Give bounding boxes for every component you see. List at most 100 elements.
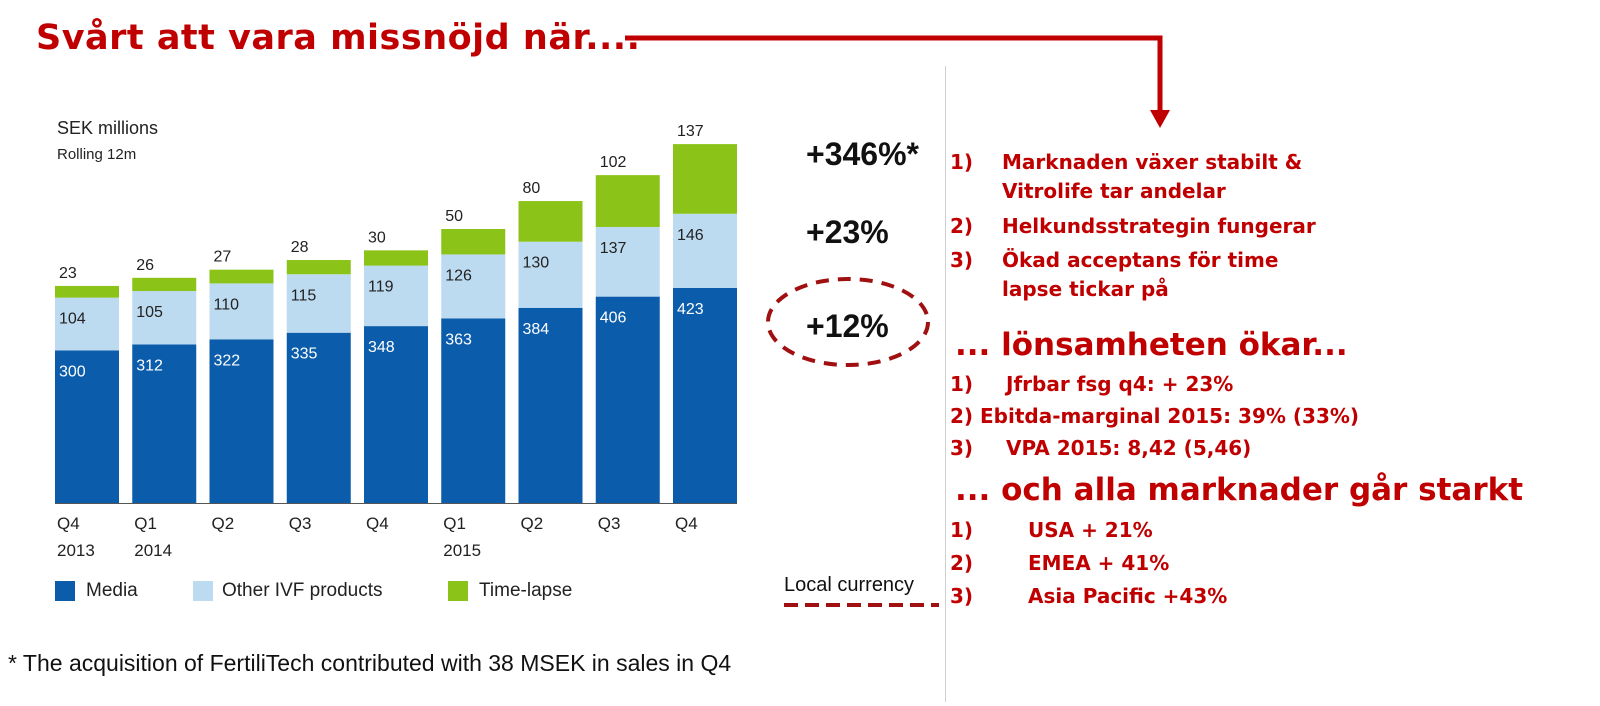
value-label-other-ivf-products-5: 119 — [368, 279, 394, 296]
bar-media-7 — [518, 307, 583, 503]
x-tick-quarter-6: Q1 — [443, 514, 466, 533]
value-label-other-ivf-products-3: 110 — [214, 296, 240, 313]
value-label-media-9: 423 — [677, 301, 704, 318]
bar-other-ivf-products-4 — [286, 274, 351, 333]
value-label-time-lapse-7: 80 — [523, 180, 541, 197]
value-label-media-6: 363 — [445, 331, 472, 348]
x-tick-quarter-2: Q1 — [134, 514, 157, 533]
point2-1-number: 1) — [950, 372, 974, 396]
value-label-time-lapse-9: 137 — [677, 123, 704, 140]
bar-media-6 — [441, 318, 506, 503]
legend-swatch-other-ivf — [193, 581, 213, 601]
point1-1-line2: Vitrolife tar andelar — [1002, 179, 1226, 203]
growth-other-ivf: +23% — [806, 214, 889, 250]
x-tick-quarter-3: Q2 — [212, 514, 235, 533]
legend-label-time-lapse: Time-lapse — [479, 580, 573, 601]
point1-2-line1: Helkundsstrategin fungerar — [1002, 214, 1316, 238]
bar-media-3 — [209, 339, 274, 503]
divider-line — [945, 66, 946, 702]
heading-markets: ... och alla marknader går starkt — [955, 472, 1524, 508]
point3-3-number: 3) — [950, 584, 974, 608]
point1-1-number: 1) — [950, 150, 974, 174]
point2-3-number: 3) — [950, 436, 974, 460]
bar-time-lapse-6 — [441, 229, 506, 255]
value-label-media-3: 322 — [214, 352, 241, 369]
bar-time-lapse-9 — [673, 144, 737, 214]
x-tick-quarter-1: Q4 — [57, 514, 80, 533]
growth-time-lapse: +346%* — [806, 136, 919, 172]
value-label-media-1: 300 — [59, 364, 86, 381]
x-tick-quarter-8: Q3 — [598, 514, 621, 533]
legend-swatch-time-lapse — [448, 581, 468, 601]
bar-other-ivf-products-5 — [364, 265, 428, 327]
chart-period-label: Rolling 12m — [57, 146, 137, 163]
growth-media: +12% — [806, 308, 889, 344]
bar-time-lapse-3 — [209, 269, 274, 284]
headline: Svårt att vara missnöjd när.... — [36, 18, 641, 58]
value-label-time-lapse-3: 27 — [214, 249, 232, 266]
local-currency-label: Local currency — [784, 574, 915, 596]
bar-time-lapse-2 — [132, 277, 197, 292]
point3-3-text: Asia Pacific +43% — [1028, 584, 1228, 608]
point2-1-text: Jfrbar fsg q4: + 23% — [1006, 372, 1234, 396]
legend-swatch-media — [55, 581, 75, 601]
value-label-time-lapse-6: 50 — [445, 208, 463, 225]
value-label-other-ivf-products-9: 146 — [677, 227, 704, 244]
bar-media-9 — [673, 287, 737, 503]
point2-2-number: 2) — [950, 404, 974, 428]
bar-media-1 — [55, 350, 119, 503]
bar-other-ivf-products-2 — [132, 291, 197, 345]
point2-3-text: VPA 2015: 8,42 (5,46) — [1006, 436, 1252, 460]
bar-time-lapse-8 — [595, 175, 660, 227]
x-tick-year-2: 2014 — [134, 541, 172, 560]
bar-time-lapse-7 — [518, 201, 583, 242]
bar-time-lapse-4 — [286, 260, 351, 275]
point3-2-number: 2) — [950, 551, 974, 575]
point1-3-line1: Ökad acceptans för time — [1002, 248, 1279, 272]
value-label-time-lapse-4: 28 — [291, 239, 309, 256]
value-label-media-5: 348 — [368, 339, 395, 356]
point1-1-line1: Marknaden växer stabilt & — [1002, 150, 1303, 174]
bar-time-lapse-5 — [364, 250, 428, 266]
point3-1-number: 1) — [950, 518, 974, 542]
value-label-other-ivf-products-6: 126 — [445, 267, 472, 284]
value-label-other-ivf-products-8: 137 — [600, 240, 627, 257]
footnote: * The acquisition of FertiliTech contrib… — [8, 650, 732, 676]
x-tick-quarter-5: Q4 — [366, 514, 389, 533]
local-currency-underline — [784, 603, 939, 607]
point3-2-text: EMEA + 41% — [1028, 551, 1170, 575]
point1-3-number: 3) — [950, 248, 974, 272]
x-tick-quarter-9: Q4 — [675, 514, 698, 533]
x-tick-year-6: 2015 — [443, 541, 481, 560]
bar-media-4 — [286, 332, 351, 503]
legend-label-other-ivf: Other IVF products — [222, 580, 383, 601]
value-label-other-ivf-products-1: 104 — [59, 311, 86, 328]
value-label-time-lapse-8: 102 — [600, 154, 627, 171]
value-label-time-lapse-2: 26 — [136, 257, 154, 274]
bar-media-2 — [132, 344, 197, 503]
bar-other-ivf-products-6 — [441, 254, 506, 319]
bar-media-5 — [364, 326, 428, 503]
bar-other-ivf-products-7 — [518, 241, 583, 308]
point1-3-line2: lapse tickar på — [1002, 277, 1169, 301]
stacked-bar-chart: 300 104 23 Q4 2013 312 105 26 Q1 2014 322 110 27 Q2 33… — [55, 123, 737, 560]
value-label-other-ivf-products-2: 105 — [136, 304, 163, 321]
bar-other-ivf-products-8 — [595, 226, 660, 297]
point2-2-text: Ebitda-marginal 2015: 39% (33%) — [980, 404, 1360, 428]
value-label-other-ivf-products-7: 130 — [523, 255, 550, 272]
bar-other-ivf-products-3 — [209, 283, 274, 340]
value-label-media-2: 312 — [136, 357, 163, 374]
legend-label-media: Media — [86, 580, 138, 601]
point1-2-number: 2) — [950, 214, 974, 238]
heading-profitability: ... lönsamheten ökar... — [955, 327, 1348, 363]
media-growth-highlight-ellipse — [766, 277, 930, 367]
x-tick-year-1: 2013 — [57, 541, 95, 560]
bar-time-lapse-1 — [55, 285, 119, 298]
value-label-time-lapse-1: 23 — [59, 265, 77, 282]
point3-1-text: USA + 21% — [1028, 518, 1153, 542]
value-label-media-8: 406 — [600, 310, 627, 327]
value-label-media-4: 335 — [291, 346, 318, 363]
bar-other-ivf-products-9 — [673, 213, 737, 288]
bar-media-8 — [595, 296, 660, 503]
